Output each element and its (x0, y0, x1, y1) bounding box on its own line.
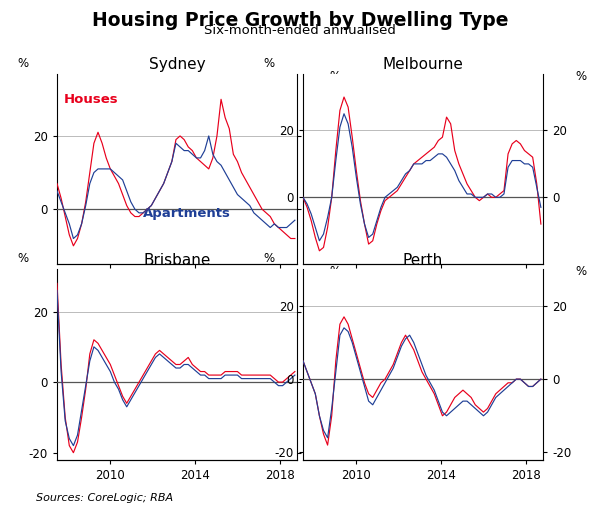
Text: Housing Price Growth by Dwelling Type: Housing Price Growth by Dwelling Type (92, 11, 508, 30)
Title: Brisbane: Brisbane (143, 253, 211, 268)
Y-axis label: %: % (18, 57, 29, 70)
Title: Perth: Perth (403, 253, 443, 268)
Text: Houses: Houses (64, 93, 119, 106)
Y-axis label: %: % (264, 57, 275, 70)
Text: Sources: CoreLogic; RBA: Sources: CoreLogic; RBA (36, 493, 173, 503)
Text: Six-month-ended annualised: Six-month-ended annualised (204, 24, 396, 38)
Title: Sydney: Sydney (149, 57, 205, 73)
Y-axis label: %: % (264, 252, 275, 265)
Y-axis label: %: % (330, 70, 341, 83)
Y-axis label: %: % (18, 252, 29, 265)
Y-axis label: %: % (576, 70, 587, 83)
Text: Apartments: Apartments (143, 207, 231, 220)
Title: Melbourne: Melbourne (383, 57, 463, 73)
Y-axis label: %: % (330, 265, 341, 278)
Y-axis label: %: % (576, 265, 587, 278)
